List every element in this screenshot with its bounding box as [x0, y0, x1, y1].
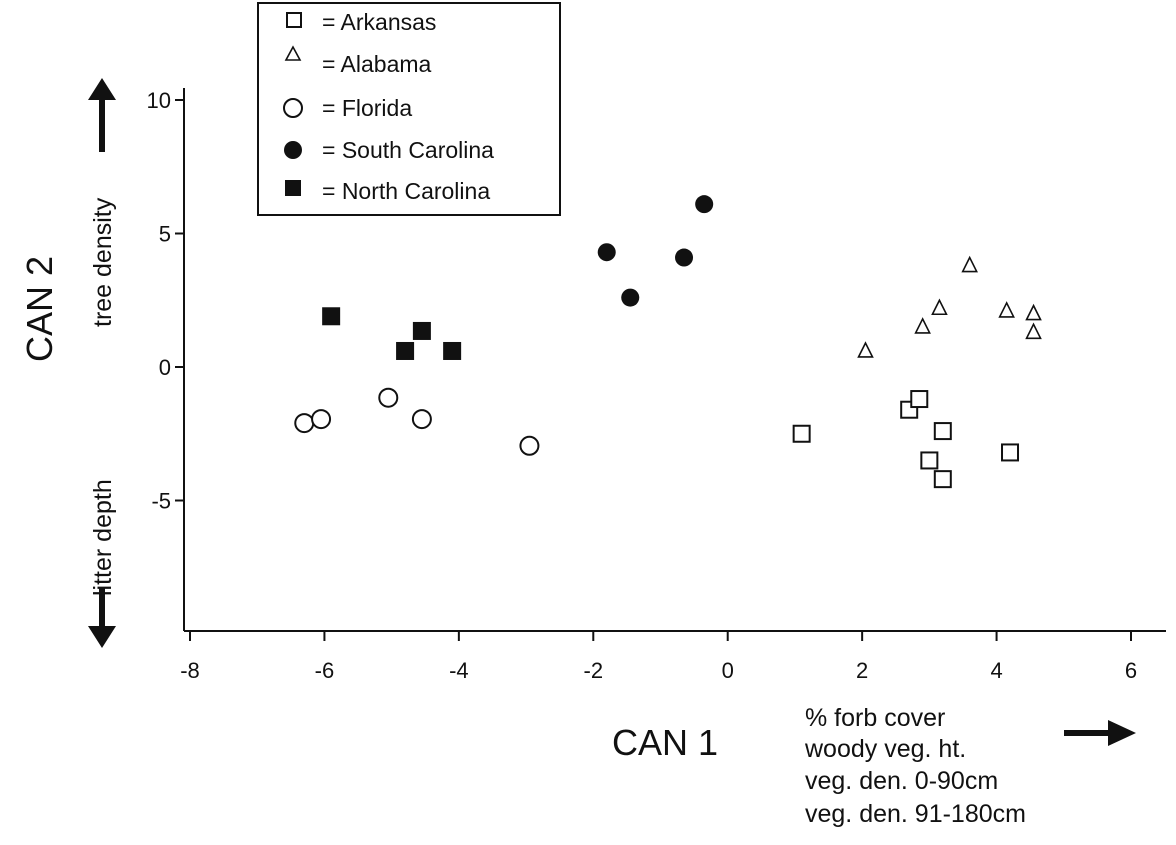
tick-marks	[175, 99, 1132, 641]
x-tick-label: -2	[584, 658, 604, 683]
y-annotation-top: tree density	[88, 78, 117, 327]
x-annotation-line-2: woody veg. ht.	[804, 735, 966, 763]
tree-density-arrowhead	[88, 78, 116, 100]
point-alabama	[961, 255, 978, 273]
point-alabama	[914, 317, 931, 334]
legend-item-alabama: = Alabama	[284, 45, 432, 77]
litter-depth-arrowhead	[88, 626, 116, 648]
point-florida	[519, 435, 540, 456]
tree-density-label: tree density	[89, 197, 117, 327]
x-tick-label: 2	[856, 658, 868, 683]
x-tick-label: 0	[722, 658, 734, 683]
point-north-carolina	[396, 341, 415, 360]
legend-item-south-carolina: = South Carolina	[284, 137, 494, 163]
legend-frame	[257, 2, 561, 216]
legend-label-north-carolina: = North Carolina	[322, 178, 490, 204]
x-tick-label: -8	[180, 658, 200, 683]
x-tick-label: -4	[449, 658, 469, 683]
point-north-carolina	[412, 321, 431, 340]
point-alabama	[1025, 322, 1042, 340]
data-points	[294, 195, 1042, 489]
tick-labels: -5 0 5 10 -8 -6 -4 -2 0 2 4 6	[147, 88, 1138, 683]
point-south-carolina	[621, 288, 640, 307]
legend-item-north-carolina: = North Carolina	[285, 178, 490, 204]
point-south-carolina	[695, 195, 714, 214]
point-florida	[294, 413, 315, 434]
legend: = Arkansas = Alabama = Florida = South C…	[257, 2, 561, 216]
legend-open-triangle-marker	[284, 45, 302, 61]
point-north-carolina	[443, 341, 462, 360]
legend-open-square-marker	[286, 12, 302, 28]
point-north-carolina	[322, 307, 341, 326]
point-alabama	[1025, 303, 1042, 321]
y-tick-label: -5	[151, 489, 171, 514]
legend-label-alabama: = Alabama	[322, 51, 432, 77]
legend-filled-square-marker	[285, 180, 301, 196]
point-alabama	[931, 298, 948, 316]
point-alabama	[857, 341, 874, 358]
point-arkansas	[933, 470, 952, 489]
y-annotation-bottom: litter depth	[88, 479, 117, 648]
point-florida	[378, 387, 399, 408]
point-arkansas	[920, 451, 939, 470]
y-tick-label: 0	[159, 355, 171, 380]
x-annotation-line-4: veg. den. 91-180cm	[805, 800, 1026, 828]
point-arkansas	[933, 422, 952, 441]
legend-label-south-carolina: = South Carolina	[322, 137, 494, 163]
legend-item-arkansas: = Arkansas	[286, 9, 436, 35]
x-tick-label: 4	[990, 658, 1002, 683]
point-florida	[411, 409, 432, 430]
point-florida	[311, 409, 332, 430]
point-arkansas	[1001, 443, 1020, 462]
point-south-carolina	[675, 248, 694, 267]
legend-item-florida: = Florida	[283, 95, 412, 121]
litter-depth-label: litter depth	[89, 479, 117, 596]
y-tick-label: 10	[147, 88, 171, 113]
point-south-carolina	[597, 243, 616, 262]
x-tick-label: -6	[315, 658, 335, 683]
x-tick-label: 6	[1125, 658, 1137, 683]
x-annotation-line-1: % forb cover	[805, 704, 945, 732]
x-annotation-arrowhead	[1108, 720, 1136, 746]
x-annotation: % forb cover woody veg. ht. veg. den. 0-…	[804, 704, 1136, 828]
legend-open-circle-marker	[283, 98, 303, 118]
point-arkansas	[910, 390, 929, 409]
x-annotation-line-3: veg. den. 0-90cm	[805, 767, 998, 795]
y-tick-label: 5	[159, 222, 171, 247]
point-alabama	[998, 301, 1015, 318]
axes	[183, 88, 1166, 632]
x-axis-title: CAN 1	[612, 722, 718, 763]
legend-label-florida: = Florida	[322, 95, 412, 121]
legend-filled-circle-marker	[284, 141, 302, 159]
legend-label-arkansas: = Arkansas	[322, 9, 436, 35]
point-arkansas	[792, 424, 811, 443]
y-axis-title: CAN 2	[19, 256, 60, 362]
